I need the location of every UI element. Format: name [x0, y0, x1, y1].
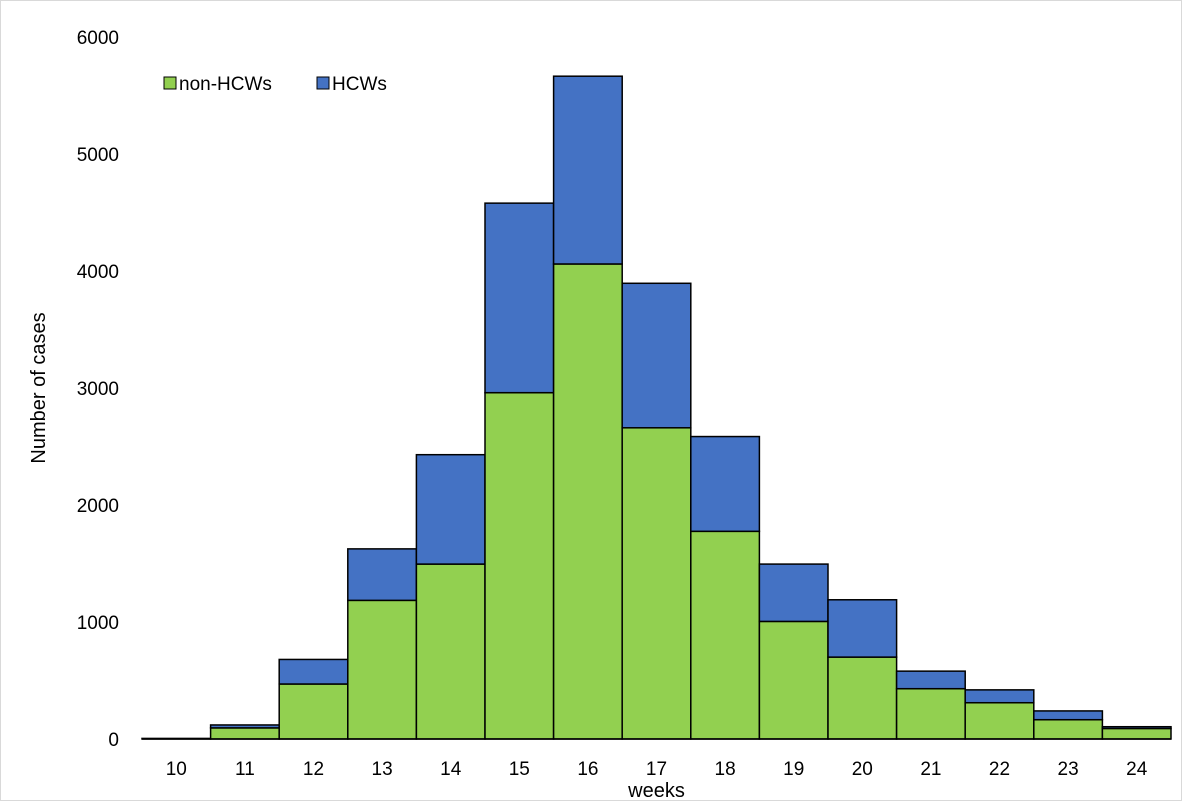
bar-segment-non-hcws — [895, 687, 966, 740]
x-axis-title: weeks — [627, 780, 685, 802]
bar-segment-hcws — [827, 599, 898, 658]
bar-segment-hcws — [415, 453, 486, 565]
y-tick-label: 0 — [108, 730, 119, 751]
y-tick-label: 2000 — [77, 496, 119, 517]
bar-segment-hcws — [621, 282, 692, 429]
x-tick-label: 14 — [440, 759, 462, 780]
bar-segment-non-hcws — [964, 701, 1035, 740]
bar-segment-hcws — [690, 435, 761, 533]
bar-segment-non-hcws — [758, 620, 829, 740]
x-tick-label: 15 — [509, 759, 530, 780]
bars — [141, 75, 1172, 740]
bar-segment-hcws — [209, 724, 280, 729]
legend-swatch-hcws — [316, 76, 330, 90]
bar-segment-hcws — [278, 658, 349, 685]
legend-label-hcws: HCWs — [332, 74, 387, 95]
bar-segment-non-hcws — [209, 727, 280, 740]
y-tick-label: 6000 — [77, 28, 119, 49]
bar-segment-hcws — [758, 563, 829, 623]
bar-segment-hcws — [552, 75, 623, 265]
x-tick-label: 23 — [1058, 759, 1079, 780]
legend-swatch-non-hcws — [163, 76, 177, 90]
x-tick-label: 20 — [852, 759, 873, 780]
x-axis-tick-labels: 10 11 12 13 14 15 16 17 18 19 20 21 22 23 24 — [166, 759, 1148, 780]
bar-segment-non-hcws — [1101, 727, 1172, 740]
y-tick-label: 1000 — [77, 613, 119, 634]
x-tick-label: 12 — [303, 759, 324, 780]
x-tick-label: 19 — [783, 759, 804, 780]
x-tick-label: 10 — [166, 759, 187, 780]
x-tick-label: 21 — [920, 759, 941, 780]
bar-segment-non-hcws — [552, 263, 623, 740]
y-tick-label: 4000 — [77, 262, 119, 283]
bar-segment-non-hcws — [278, 683, 349, 740]
bar-segment-non-hcws — [621, 427, 692, 740]
bar-segment-hcws — [1101, 725, 1172, 730]
bar-segment-hcws — [484, 202, 555, 394]
y-tick-label: 3000 — [77, 379, 119, 400]
bar-segment-hcws — [964, 689, 1035, 704]
x-tick-label: 22 — [989, 759, 1010, 780]
bar-segment-non-hcws — [1033, 718, 1104, 740]
bar-segment-non-hcws — [347, 599, 418, 740]
y-axis-tick-labels: 0 1000 2000 3000 4000 5000 6000 — [77, 28, 119, 751]
bar-segment-hcws — [1033, 710, 1104, 721]
legend: non-HCWs HCWs — [163, 74, 387, 95]
x-tick-label: 17 — [646, 759, 667, 780]
x-tick-label: 11 — [235, 759, 255, 780]
legend-label-non-hcws: non-HCWs — [179, 74, 272, 95]
y-tick-label: 5000 — [77, 145, 119, 166]
bar-segment-non-hcws — [415, 563, 486, 740]
y-axis-title: Number of cases — [28, 312, 50, 463]
bar-segment-hcws — [895, 670, 966, 690]
x-tick-label: 16 — [577, 759, 598, 780]
bar-segment-non-hcws — [827, 656, 898, 740]
bar-segment-non-hcws — [690, 530, 761, 740]
x-tick-label: 18 — [715, 759, 736, 780]
bar-segment-non-hcws — [484, 391, 555, 740]
x-tick-label: 13 — [372, 759, 393, 780]
x-tick-label: 24 — [1126, 759, 1148, 780]
bar-segment-hcws — [347, 548, 418, 602]
